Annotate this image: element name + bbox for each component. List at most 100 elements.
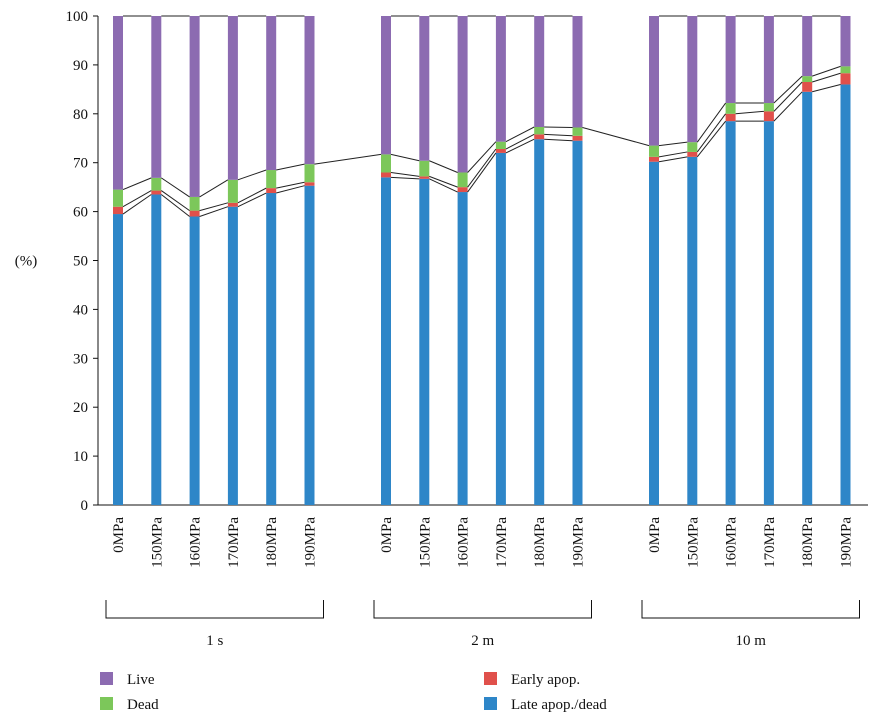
bar-segment-late-apop-dead — [381, 177, 391, 505]
connector-line — [237, 187, 267, 204]
x-tick-label: 150MPa — [685, 517, 701, 568]
bar-segment-dead — [840, 66, 851, 74]
connector-line — [276, 185, 305, 194]
bar-segment-early-apop — [457, 187, 468, 193]
x-tick-label: 0MPa — [111, 517, 127, 553]
bar-segment-early-apop — [113, 206, 123, 215]
y-tick-label: 50 — [73, 254, 88, 270]
bar-segment-live — [763, 16, 774, 104]
bar-segment-dead — [572, 127, 583, 136]
bar-segment-dead — [457, 172, 468, 188]
connector-line — [122, 190, 152, 208]
bar-segment-late-apop-dead — [802, 91, 813, 506]
axis-layer: 0 10 20 30 40 50 60 70 80 90 100 (%) — [15, 9, 868, 514]
bar-segment-live — [457, 16, 468, 173]
bar-segment-dead — [151, 177, 162, 191]
bar-layer — [113, 16, 851, 506]
group-label: 10 m — [736, 633, 767, 649]
bar-segment-early-apop — [151, 190, 162, 195]
bar-segment-late-apop-dead — [227, 206, 238, 505]
group-label: 1 s — [206, 633, 223, 649]
y-tick-label: 100 — [66, 9, 89, 25]
x-tick-label: 0MPa — [647, 517, 663, 553]
bar-segment-live — [725, 16, 736, 104]
bar-segment-late-apop-dead — [495, 152, 506, 506]
legend-swatch — [484, 697, 497, 710]
bar-segment-early-apop — [495, 149, 506, 153]
bar-segment-live — [113, 16, 123, 190]
y-axis-label: (%) — [15, 254, 38, 270]
bar-segment-late-apop-dead — [534, 139, 545, 505]
group-bracket — [105, 600, 324, 619]
connector-line — [696, 102, 727, 143]
bar-segment-dead — [802, 76, 813, 83]
connector-line — [505, 126, 535, 143]
bar-segment-early-apop — [572, 135, 583, 141]
bar-segment-late-apop-dead — [151, 194, 162, 506]
legend-swatch — [484, 672, 497, 685]
connector-line — [199, 202, 229, 212]
connector-line — [544, 138, 573, 142]
bar-segment-live — [495, 16, 506, 142]
bar-segment-early-apop — [802, 82, 813, 92]
connector-line — [161, 177, 190, 198]
group-bracket-layer: 1 s 2 m 10 m — [105, 600, 860, 649]
bar-segment-early-apop — [227, 202, 238, 207]
bar-segment-live — [151, 16, 162, 178]
bar-segment-late-apop-dead — [840, 84, 851, 506]
connector-line — [122, 177, 152, 191]
bar-segment-late-apop-dead — [725, 121, 736, 505]
x-tick-label: 190MPa — [303, 517, 319, 568]
connector-line — [237, 192, 267, 208]
bar-segment-late-apop-dead — [572, 140, 583, 505]
connector-line — [812, 83, 841, 93]
connector-line — [467, 152, 497, 193]
bar-segment-late-apop-dead — [649, 161, 659, 506]
bar-segment-live — [534, 16, 545, 128]
bar-segment-early-apop — [534, 134, 545, 140]
connector-line — [544, 133, 573, 137]
connector-line — [773, 81, 803, 112]
group-label: 2 m — [471, 633, 494, 649]
x-tick-label: 150MPa — [417, 517, 433, 568]
y-tick-label: 60 — [73, 205, 88, 221]
bar-segment-late-apop-dead — [304, 185, 315, 506]
connector-line — [429, 178, 458, 193]
legend-swatch — [100, 697, 113, 710]
connector-line — [390, 171, 420, 177]
x-tick-label: 170MPa — [226, 517, 242, 568]
bar-segment-live — [189, 16, 200, 197]
connector-line — [429, 160, 458, 173]
y-tick-label: 90 — [73, 58, 88, 74]
bar-segment-dead — [534, 127, 545, 135]
bar-segment-late-apop-dead — [189, 216, 200, 506]
bar-segment-early-apop — [266, 188, 277, 194]
bar-segment-early-apop — [687, 151, 698, 157]
bar-segment-early-apop — [649, 156, 659, 162]
bar-segment-early-apop — [304, 182, 315, 186]
group-bracket — [641, 600, 860, 619]
bar-segment-live — [572, 16, 583, 128]
bar-segment-dead — [266, 170, 277, 189]
x-tick-label: 190MPa — [839, 517, 855, 568]
connector-line — [658, 156, 688, 163]
legend-label: Late apop./dead — [511, 697, 607, 713]
connector-line — [505, 138, 535, 154]
bar-segment-dead — [763, 103, 774, 112]
bar-segment-early-apop — [189, 210, 200, 217]
legend-label: Dead — [127, 697, 159, 713]
connector-line — [505, 133, 535, 150]
connector-line — [390, 153, 420, 162]
connector-line — [199, 179, 229, 198]
bar-segment-dead — [227, 179, 238, 203]
connector-line-layer — [122, 15, 841, 217]
connector-line — [696, 113, 727, 153]
bar-segment-early-apop — [725, 113, 736, 122]
connector-line — [160, 194, 190, 217]
bar-segment-dead — [419, 160, 430, 177]
bar-segment-dead — [304, 164, 315, 183]
connector-line — [658, 151, 688, 158]
y-tick-label: 0 — [81, 498, 89, 514]
x-tick-label: 180MPa — [532, 517, 548, 568]
